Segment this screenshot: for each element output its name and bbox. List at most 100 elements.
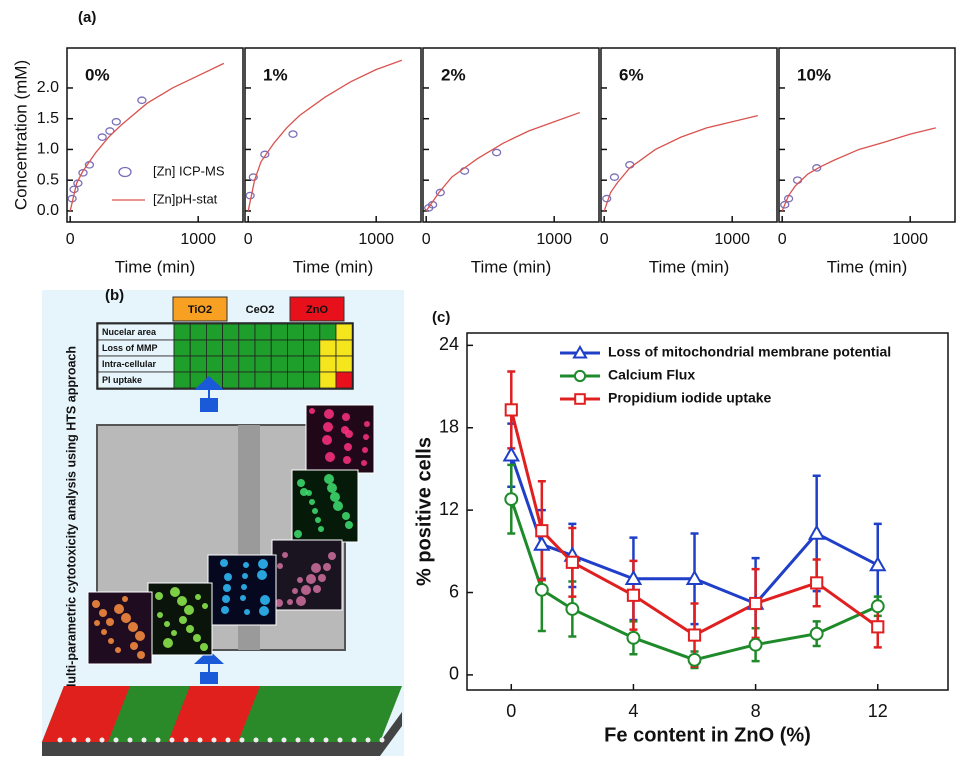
cell-nucleus	[282, 552, 288, 558]
grid-cell	[286, 323, 304, 341]
well	[253, 737, 259, 743]
data-point	[780, 200, 790, 209]
y-tick-label: 1.5	[37, 110, 59, 127]
cell-nucleus	[364, 421, 370, 427]
data-line	[69, 62, 225, 212]
cell-nucleus	[297, 577, 303, 583]
data-point	[137, 96, 147, 105]
x-axis-label: Time (min)	[293, 257, 374, 276]
grid-cell	[335, 323, 353, 341]
cell-nucleus	[328, 552, 336, 560]
marker	[869, 556, 887, 572]
cell-nucleus	[330, 492, 340, 502]
plate-side	[42, 712, 402, 756]
chart-title: 10%	[797, 65, 831, 84]
well	[85, 737, 91, 743]
cell-nucleus	[323, 563, 331, 571]
grid-cell	[189, 355, 207, 373]
data-point	[435, 188, 445, 197]
chart-title: 0%	[85, 65, 110, 84]
side-text: Multi-parametric cytotoxicity analysis u…	[64, 346, 78, 694]
x-tick-label: 1000	[714, 231, 750, 248]
row-label: PI uptake	[102, 375, 142, 385]
well	[365, 737, 371, 743]
plot-frame	[244, 47, 422, 223]
cell-nucleus	[275, 599, 283, 607]
marker	[565, 602, 580, 616]
well	[71, 737, 77, 743]
grid-cell	[222, 355, 240, 373]
data-line	[425, 111, 581, 212]
y-tick-label: 0	[449, 664, 459, 684]
cell-nucleus	[128, 622, 138, 632]
cell-nucleus	[297, 479, 305, 487]
x-tick-label: 0	[506, 701, 516, 721]
well	[239, 737, 245, 743]
well	[295, 737, 301, 743]
cell-nucleus	[92, 600, 100, 608]
marker	[687, 628, 702, 642]
marker	[535, 524, 549, 538]
cell-nucleus	[224, 573, 232, 581]
well	[183, 737, 189, 743]
marker	[504, 492, 519, 507]
chart-title: 1%	[263, 65, 288, 84]
plot-frame	[778, 47, 956, 223]
data-point	[78, 168, 88, 177]
panel-label: (c)	[432, 309, 450, 326]
header: CeO2	[246, 304, 275, 316]
well	[141, 737, 147, 743]
x-tick-label: 1000	[358, 231, 394, 248]
well	[379, 737, 385, 743]
cell-nucleus	[313, 585, 321, 593]
well	[155, 737, 161, 743]
data-point	[459, 167, 470, 175]
data-point	[245, 191, 255, 200]
cell-nucleus	[292, 588, 298, 594]
grid-cell	[173, 323, 191, 341]
arrow	[194, 650, 224, 684]
grid-cell	[173, 339, 191, 357]
well	[113, 737, 119, 743]
data-point	[609, 173, 620, 181]
grid-cell	[238, 323, 256, 341]
grid-cell	[222, 371, 240, 389]
cell-nucleus	[312, 508, 318, 514]
legend-label: Propidium iodide uptake	[608, 390, 772, 406]
cell-nucleus	[315, 517, 321, 523]
grid-cell	[303, 355, 321, 373]
well	[197, 737, 203, 743]
marker	[809, 626, 824, 641]
cell-nucleus	[101, 629, 107, 635]
x-axis-label: Fe content in ZnO (%)	[604, 724, 811, 746]
chart-title: 6%	[619, 65, 644, 84]
x-tick-label: 1000	[536, 231, 572, 248]
y-tick-label: 12	[439, 499, 459, 519]
grid-cell	[205, 339, 223, 357]
cell-nucleus	[345, 521, 353, 529]
cell-nucleus	[179, 616, 187, 624]
data-point	[105, 127, 115, 135]
well	[351, 737, 357, 743]
cell-nucleus	[318, 574, 326, 582]
cell-nucleus	[240, 595, 246, 601]
y-tick-label: 24	[439, 334, 459, 354]
header: ZnO	[306, 304, 328, 316]
grid-cell	[173, 355, 191, 373]
data-line	[603, 115, 758, 212]
cell-nucleus	[241, 584, 247, 590]
legend-marker	[574, 393, 586, 405]
well	[337, 737, 343, 743]
row-label: Intra-cellular	[102, 359, 157, 369]
grid-cell	[189, 323, 207, 341]
x-tick-label: 8	[751, 701, 761, 721]
x-axis-label: Time (min)	[827, 257, 908, 276]
cell-nucleus	[363, 434, 369, 440]
marker	[534, 582, 549, 597]
marker	[565, 555, 579, 569]
x-tick-label: 1000	[892, 231, 928, 248]
grid-cell	[303, 323, 321, 341]
cell-nucleus	[186, 625, 194, 633]
marker	[502, 446, 521, 462]
grid-cell	[189, 339, 207, 357]
